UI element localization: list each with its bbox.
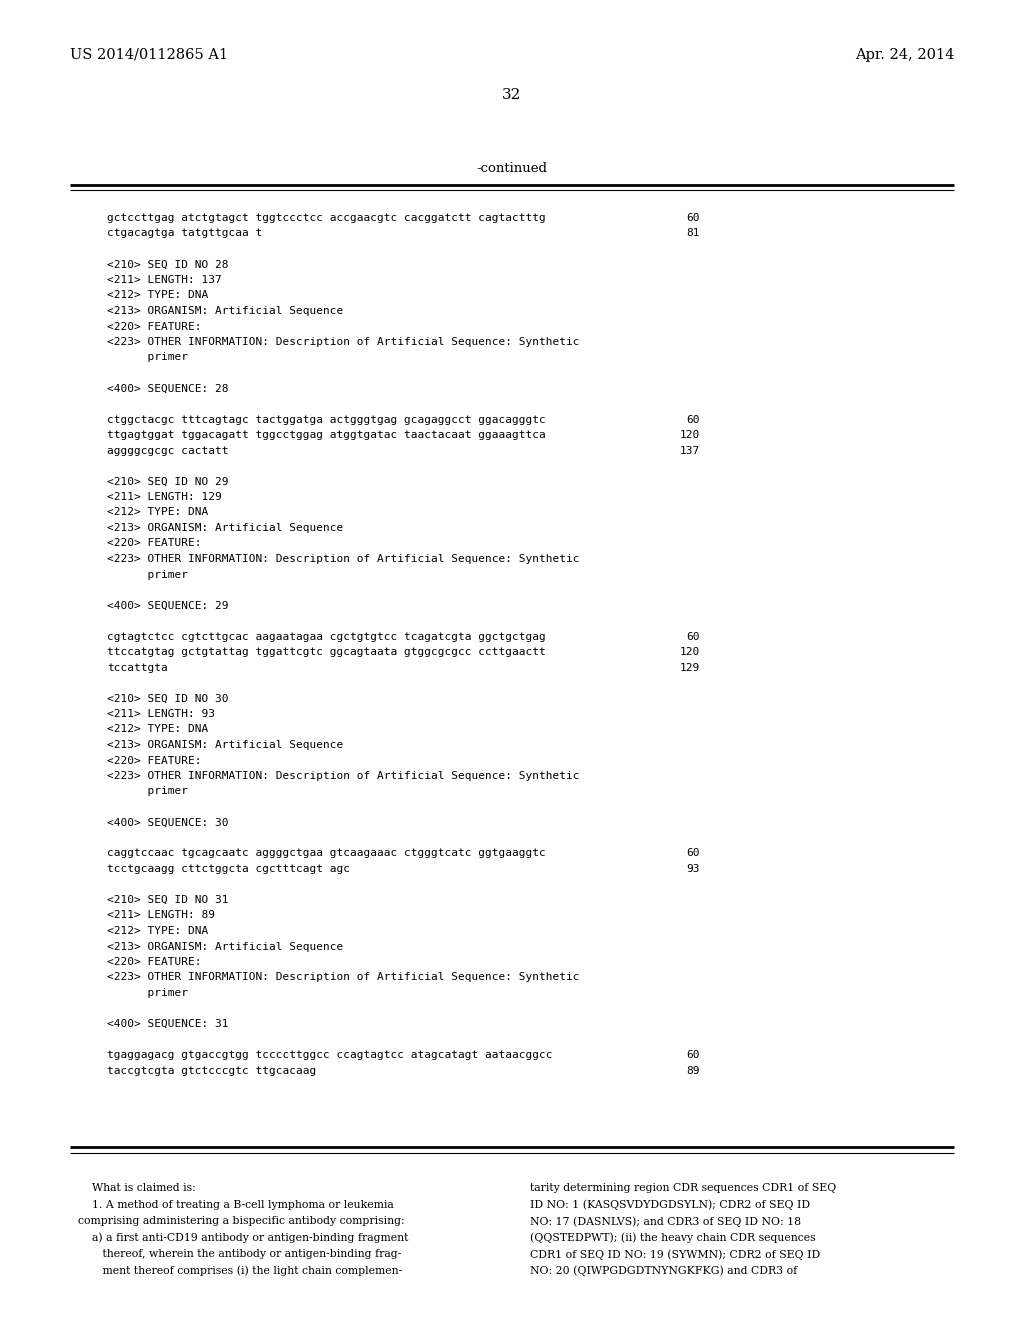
Text: ttgagtggat tggacagatt tggcctggag atggtgatac taactacaat ggaaagttca: ttgagtggat tggacagatt tggcctggag atggtga… [106, 430, 546, 440]
Text: <212> TYPE: DNA: <212> TYPE: DNA [106, 725, 208, 734]
Text: <210> SEQ ID NO 28: <210> SEQ ID NO 28 [106, 260, 228, 269]
Text: ment thereof comprises (i) the light chain complemen-: ment thereof comprises (i) the light cha… [78, 1266, 402, 1276]
Text: <400> SEQUENCE: 30: <400> SEQUENCE: 30 [106, 817, 228, 828]
Text: -continued: -continued [476, 161, 548, 174]
Text: primer: primer [106, 987, 188, 998]
Text: caggtccaac tgcagcaatc aggggctgaa gtcaagaaac ctgggtcatc ggtgaaggtc: caggtccaac tgcagcaatc aggggctgaa gtcaaga… [106, 849, 546, 858]
Text: 129: 129 [680, 663, 700, 672]
Text: 89: 89 [686, 1065, 700, 1076]
Text: ctggctacgc tttcagtagc tactggatga actgggtgag gcagaggcct ggacagggtc: ctggctacgc tttcagtagc tactggatga actgggt… [106, 414, 546, 425]
Text: comprising administering a bispecific antibody comprising:: comprising administering a bispecific an… [78, 1216, 404, 1226]
Text: tccattgta: tccattgta [106, 663, 168, 672]
Text: <223> OTHER INFORMATION: Description of Artificial Sequence: Synthetic: <223> OTHER INFORMATION: Description of … [106, 973, 580, 982]
Text: 60: 60 [686, 213, 700, 223]
Text: <220> FEATURE:: <220> FEATURE: [106, 957, 202, 968]
Text: <213> ORGANISM: Artificial Sequence: <213> ORGANISM: Artificial Sequence [106, 523, 343, 533]
Text: <223> OTHER INFORMATION: Description of Artificial Sequence: Synthetic: <223> OTHER INFORMATION: Description of … [106, 771, 580, 781]
Text: NO: 20 (QIWPGDGDTNYNGKFKG) and CDR3 of: NO: 20 (QIWPGDGDTNYNGKFKG) and CDR3 of [530, 1266, 798, 1276]
Text: 32: 32 [503, 88, 521, 102]
Text: <400> SEQUENCE: 29: <400> SEQUENCE: 29 [106, 601, 228, 610]
Text: NO: 17 (DASNLVS); and CDR3 of SEQ ID NO: 18: NO: 17 (DASNLVS); and CDR3 of SEQ ID NO:… [530, 1216, 801, 1226]
Text: tcctgcaagg cttctggcta cgctttcagt agc: tcctgcaagg cttctggcta cgctttcagt agc [106, 865, 350, 874]
Text: <211> LENGTH: 129: <211> LENGTH: 129 [106, 492, 222, 502]
Text: What is claimed is:: What is claimed is: [78, 1183, 196, 1193]
Text: <220> FEATURE:: <220> FEATURE: [106, 539, 202, 549]
Text: primer: primer [106, 787, 188, 796]
Text: primer: primer [106, 352, 188, 363]
Text: thereof, wherein the antibody or antigen-binding frag-: thereof, wherein the antibody or antigen… [78, 1249, 401, 1259]
Text: (QQSTEDPWT); (ii) the heavy chain CDR sequences: (QQSTEDPWT); (ii) the heavy chain CDR se… [530, 1233, 816, 1243]
Text: US 2014/0112865 A1: US 2014/0112865 A1 [70, 48, 228, 62]
Text: <212> TYPE: DNA: <212> TYPE: DNA [106, 927, 208, 936]
Text: 120: 120 [680, 647, 700, 657]
Text: primer: primer [106, 569, 188, 579]
Text: <220> FEATURE:: <220> FEATURE: [106, 322, 202, 331]
Text: <223> OTHER INFORMATION: Description of Artificial Sequence: Synthetic: <223> OTHER INFORMATION: Description of … [106, 337, 580, 347]
Text: 1. A method of treating a B-cell lymphoma or leukemia: 1. A method of treating a B-cell lymphom… [78, 1200, 394, 1209]
Text: 93: 93 [686, 865, 700, 874]
Text: <213> ORGANISM: Artificial Sequence: <213> ORGANISM: Artificial Sequence [106, 941, 343, 952]
Text: a) a first anti-CD19 antibody or antigen-binding fragment: a) a first anti-CD19 antibody or antigen… [78, 1233, 409, 1243]
Text: <213> ORGANISM: Artificial Sequence: <213> ORGANISM: Artificial Sequence [106, 306, 343, 315]
Text: <211> LENGTH: 89: <211> LENGTH: 89 [106, 911, 215, 920]
Text: 137: 137 [680, 446, 700, 455]
Text: 60: 60 [686, 1049, 700, 1060]
Text: CDR1 of SEQ ID NO: 19 (SYWMN); CDR2 of SEQ ID: CDR1 of SEQ ID NO: 19 (SYWMN); CDR2 of S… [530, 1249, 820, 1259]
Text: cgtagtctcc cgtcttgcac aagaatagaa cgctgtgtcc tcagatcgta ggctgctgag: cgtagtctcc cgtcttgcac aagaatagaa cgctgtg… [106, 631, 546, 642]
Text: <213> ORGANISM: Artificial Sequence: <213> ORGANISM: Artificial Sequence [106, 741, 343, 750]
Text: 81: 81 [686, 228, 700, 239]
Text: <212> TYPE: DNA: <212> TYPE: DNA [106, 507, 208, 517]
Text: tgaggagacg gtgaccgtgg tccccttggcc ccagtagtcc atagcatagt aataacggcc: tgaggagacg gtgaccgtgg tccccttggcc ccagta… [106, 1049, 553, 1060]
Text: <220> FEATURE:: <220> FEATURE: [106, 755, 202, 766]
Text: <211> LENGTH: 137: <211> LENGTH: 137 [106, 275, 222, 285]
Text: <210> SEQ ID NO 30: <210> SEQ ID NO 30 [106, 693, 228, 704]
Text: tarity determining region CDR sequences CDR1 of SEQ: tarity determining region CDR sequences … [530, 1183, 837, 1193]
Text: ctgacagtga tatgttgcaa t: ctgacagtga tatgttgcaa t [106, 228, 262, 239]
Text: <210> SEQ ID NO 29: <210> SEQ ID NO 29 [106, 477, 228, 487]
Text: Apr. 24, 2014: Apr. 24, 2014 [855, 48, 954, 62]
Text: <210> SEQ ID NO 31: <210> SEQ ID NO 31 [106, 895, 228, 906]
Text: 120: 120 [680, 430, 700, 440]
Text: <212> TYPE: DNA: <212> TYPE: DNA [106, 290, 208, 301]
Text: <400> SEQUENCE: 28: <400> SEQUENCE: 28 [106, 384, 228, 393]
Text: <400> SEQUENCE: 31: <400> SEQUENCE: 31 [106, 1019, 228, 1030]
Text: 60: 60 [686, 414, 700, 425]
Text: <211> LENGTH: 93: <211> LENGTH: 93 [106, 709, 215, 719]
Text: ttccatgtag gctgtattag tggattcgtc ggcagtaata gtggcgcgcc ccttgaactt: ttccatgtag gctgtattag tggattcgtc ggcagta… [106, 647, 546, 657]
Text: aggggcgcgc cactatt: aggggcgcgc cactatt [106, 446, 228, 455]
Text: gctccttgag atctgtagct tggtccctcc accgaacgtc cacggatctt cagtactttg: gctccttgag atctgtagct tggtccctcc accgaac… [106, 213, 546, 223]
Text: <223> OTHER INFORMATION: Description of Artificial Sequence: Synthetic: <223> OTHER INFORMATION: Description of … [106, 554, 580, 564]
Text: taccgtcgta gtctcccgtc ttgcacaag: taccgtcgta gtctcccgtc ttgcacaag [106, 1065, 316, 1076]
Text: 60: 60 [686, 631, 700, 642]
Text: 60: 60 [686, 849, 700, 858]
Text: ID NO: 1 (KASQSVDYDGDSYLN); CDR2 of SEQ ID: ID NO: 1 (KASQSVDYDGDSYLN); CDR2 of SEQ … [530, 1200, 810, 1210]
